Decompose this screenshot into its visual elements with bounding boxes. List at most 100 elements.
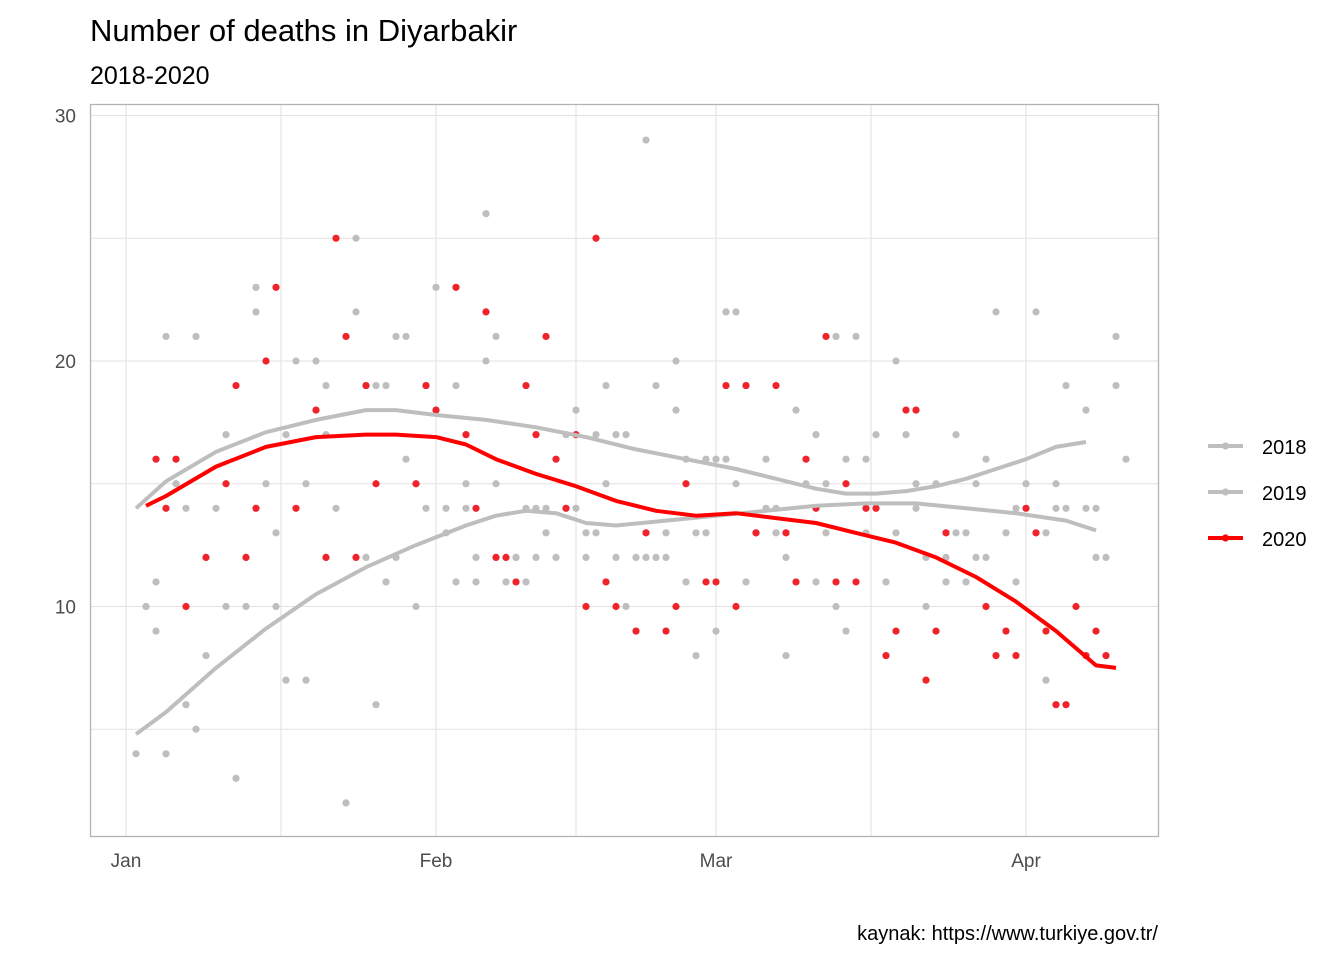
point-2020 (582, 602, 590, 611)
point-2019 (832, 602, 840, 611)
point-2019 (222, 602, 230, 611)
point-2018 (862, 455, 870, 463)
point-2018 (652, 381, 660, 390)
point-2020 (242, 553, 250, 562)
point-2020 (892, 627, 900, 635)
point-2019 (322, 381, 330, 390)
point-2018 (292, 357, 300, 365)
point-2020 (682, 480, 690, 488)
point-2018 (472, 553, 480, 562)
point-2018 (942, 578, 950, 586)
point-2020 (782, 529, 790, 537)
point-2020 (422, 381, 430, 390)
point-2019 (1012, 504, 1020, 512)
legend-key-point (1221, 488, 1230, 496)
point-2018 (982, 455, 990, 463)
legend-item-2019: 2019 (1208, 483, 1307, 505)
point-2020 (722, 381, 730, 390)
point-2019 (962, 578, 970, 586)
legend-item-2020: 2020 (1208, 529, 1307, 551)
point-2018 (852, 332, 860, 341)
point-2018 (402, 455, 410, 463)
point-2018 (492, 480, 500, 488)
point-2019 (262, 480, 270, 488)
point-2018 (912, 504, 920, 512)
point-2020 (502, 553, 510, 562)
x-tick-label: Feb (420, 851, 453, 872)
point-2020 (832, 578, 840, 586)
point-2018 (812, 431, 820, 439)
point-2019 (162, 750, 170, 758)
smooth-line-2019 (134, 501, 1097, 736)
point-2020 (752, 529, 760, 537)
point-2018 (152, 578, 160, 586)
point-2018 (412, 602, 420, 611)
point-2020 (1022, 504, 1030, 512)
point-2018 (182, 701, 190, 709)
point-2020 (712, 578, 720, 586)
point-2019 (382, 381, 390, 390)
point-2019 (502, 578, 510, 586)
point-2018 (762, 455, 770, 463)
point-2019 (352, 234, 360, 242)
point-2018 (162, 332, 170, 341)
point-2019 (1082, 504, 1090, 512)
chart-subtitle: 2018-2020 (90, 62, 210, 90)
point-2020 (992, 652, 1000, 660)
point-2018 (552, 553, 560, 562)
point-2019 (272, 602, 280, 611)
point-2019 (702, 529, 710, 537)
point-2018 (592, 529, 600, 537)
point-2020 (562, 504, 570, 512)
point-2020 (852, 578, 860, 586)
point-2019 (1092, 553, 1100, 562)
point-2020 (512, 578, 520, 586)
x-tick-label: Mar (700, 851, 733, 872)
point-2019 (432, 283, 440, 291)
point-2019 (172, 480, 180, 488)
point-2020 (922, 676, 930, 684)
point-2020 (932, 627, 940, 635)
point-2020 (602, 578, 610, 586)
y-axis-ticks: 10 20 30 (55, 107, 76, 619)
point-2019 (462, 504, 470, 512)
point-2020 (772, 381, 780, 390)
point-2018 (642, 553, 650, 562)
point-2019 (282, 431, 290, 439)
point-2020 (1092, 627, 1100, 635)
point-2020 (1062, 701, 1070, 709)
point-2020 (872, 504, 880, 512)
point-2018 (1052, 480, 1060, 488)
point-2019 (912, 480, 920, 488)
point-2020 (462, 431, 470, 439)
smooth-line-2018 (134, 408, 1087, 510)
point-2018 (792, 406, 800, 414)
point-2019 (142, 602, 150, 611)
point-2020 (1102, 652, 1110, 660)
y-tick-label: 30 (55, 107, 76, 128)
point-2020 (202, 553, 210, 562)
point-2020 (362, 381, 370, 390)
legend-label: 2018 (1262, 437, 1307, 459)
point-2019 (392, 332, 400, 341)
point-2020 (592, 234, 600, 242)
x-axis-ticks: Jan Feb Mar Apr (111, 851, 1042, 872)
point-2018 (612, 431, 620, 439)
point-2019 (362, 553, 370, 562)
point-2019 (332, 504, 340, 512)
point-2018 (712, 455, 720, 463)
point-2019 (572, 406, 580, 414)
point-2018 (1122, 455, 1130, 463)
point-2018 (1062, 504, 1070, 512)
point-2018 (312, 357, 320, 365)
point-2019 (642, 136, 650, 144)
point-2019 (902, 431, 910, 439)
point-2020 (522, 381, 530, 390)
plot-area (89, 103, 1160, 838)
point-2020 (532, 431, 540, 439)
y-tick-label: 10 (55, 598, 76, 619)
legend-key-point (1221, 534, 1230, 542)
point-2019 (652, 553, 660, 562)
point-2019 (512, 553, 520, 562)
point-2018 (192, 725, 200, 733)
